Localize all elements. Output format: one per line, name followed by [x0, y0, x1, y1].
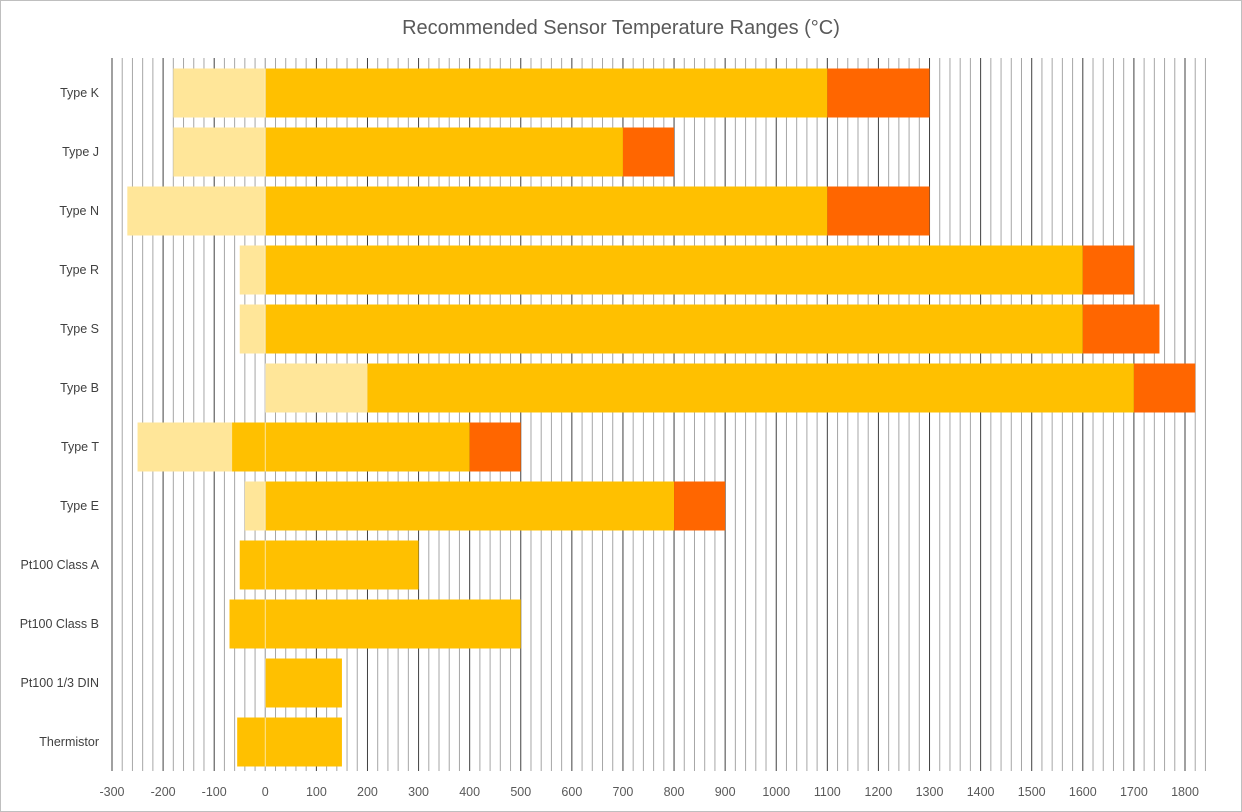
- bar-max: [674, 481, 726, 531]
- x-tick-label: 1700: [1120, 785, 1148, 799]
- x-tick-label: 1100: [814, 785, 841, 799]
- x-tick-label: 100: [306, 785, 327, 799]
- x-tick-label: 1800: [1171, 785, 1199, 799]
- bar-recommended: [265, 304, 1083, 354]
- bar-recommended: [265, 481, 675, 531]
- category-label: Pt100 Class A: [20, 558, 99, 572]
- x-tick-label: 1200: [865, 785, 893, 799]
- category-label: Pt100 1/3 DIN: [20, 676, 99, 690]
- bar-recommended: [265, 68, 828, 118]
- category-label: Thermistor: [39, 735, 99, 749]
- x-tick-label: 200: [357, 785, 378, 799]
- bar-max: [622, 127, 675, 177]
- bar-extended: [127, 186, 266, 236]
- bar-max: [827, 68, 930, 118]
- bar-recommended: [232, 422, 470, 472]
- x-tick-label: -200: [151, 785, 176, 799]
- category-label: Type T: [61, 440, 99, 454]
- x-tick-label: 300: [408, 785, 429, 799]
- bar-recommended: [229, 599, 521, 649]
- category-label: Type S: [60, 322, 99, 336]
- category-label: Type J: [62, 145, 99, 159]
- category-label: Pt100 Class B: [20, 617, 99, 631]
- x-tick-label: 0: [262, 785, 269, 799]
- x-tick-label: 1600: [1069, 785, 1097, 799]
- x-tick-label: -300: [99, 785, 124, 799]
- bar-max: [1082, 304, 1160, 354]
- x-tick-label: -100: [202, 785, 227, 799]
- category-label: Type E: [60, 499, 99, 513]
- bar-extended: [244, 481, 266, 531]
- x-tick-label: 900: [715, 785, 736, 799]
- bar-extended: [173, 68, 266, 118]
- bar-recommended: [367, 363, 1134, 413]
- x-tick-label: 1400: [967, 785, 995, 799]
- bar-extended: [239, 304, 266, 354]
- bar-extended: [239, 245, 266, 295]
- x-tick-label: 800: [664, 785, 685, 799]
- chart-title: Recommended Sensor Temperature Ranges (°…: [402, 17, 840, 39]
- x-tick-label: 400: [459, 785, 480, 799]
- x-tick-label: 1300: [916, 785, 944, 799]
- category-label: Type N: [59, 204, 99, 218]
- bar-extended: [173, 127, 266, 177]
- bar-recommended: [237, 717, 342, 767]
- category-label: Type R: [59, 263, 99, 277]
- x-tick-label: 600: [561, 785, 582, 799]
- bar-max: [469, 422, 521, 472]
- bar-recommended: [265, 127, 623, 177]
- category-label: Type K: [60, 86, 100, 100]
- bar-extended: [265, 363, 368, 413]
- x-tick-label: 1000: [762, 785, 790, 799]
- bar-recommended: [265, 186, 828, 236]
- x-tick-label: 500: [510, 785, 531, 799]
- bar-max: [1082, 245, 1134, 295]
- x-tick-label: 700: [613, 785, 634, 799]
- category-label: Type B: [60, 381, 99, 395]
- bar-recommended: [265, 658, 342, 708]
- x-tick-label: 1500: [1018, 785, 1046, 799]
- bar-recommended: [239, 540, 419, 590]
- bar-max: [827, 186, 930, 236]
- bar-recommended: [265, 245, 1083, 295]
- bar-extended: [137, 422, 233, 472]
- bar-max: [1133, 363, 1196, 413]
